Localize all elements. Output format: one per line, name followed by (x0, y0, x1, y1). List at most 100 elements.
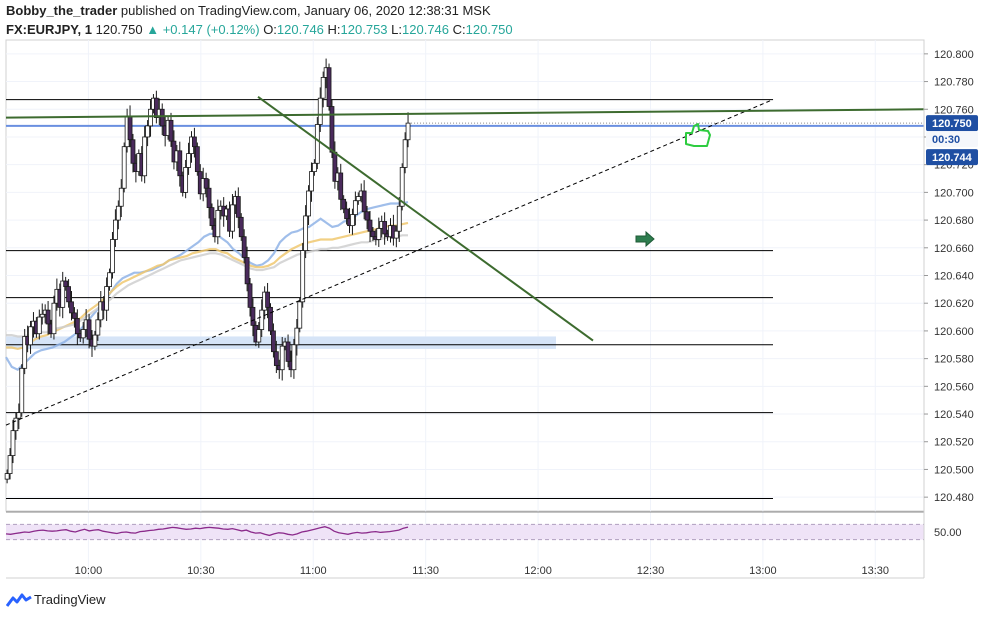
candle-down (273, 351, 279, 366)
rsi-line (5, 526, 409, 537)
candle-up (396, 205, 402, 232)
candle-up (142, 136, 148, 177)
countdown-badge: 00:30 (932, 134, 960, 146)
candle-down (69, 301, 74, 314)
moving-averages (5, 201, 409, 372)
candle-down (247, 283, 253, 308)
candle-down (285, 341, 291, 362)
candle-up (399, 167, 405, 207)
price-tick-label: 120.540 (934, 409, 974, 421)
candle-down (153, 97, 159, 118)
candle-down (250, 306, 256, 326)
grid-lines (5, 39, 925, 578)
candle-up (60, 280, 66, 308)
candle-up (113, 219, 118, 240)
demand-zone-rect (6, 336, 556, 349)
candle-down (72, 312, 77, 319)
candle-up (317, 97, 323, 125)
time-axis[interactable]: 10:00 10:30 11:00 11:30 12:00 12:30 13:00 13:30 (6, 565, 924, 579)
candle-down (268, 306, 273, 332)
chart-canvas[interactable]: 50.00 120.800120.780120.760120.740120.72… (0, 0, 988, 590)
trendlines[interactable] (5, 95, 925, 426)
time-tick-label: 11:30 (412, 565, 439, 577)
horizontal-levels (6, 99, 924, 500)
price-axis[interactable]: 120.800120.780120.760120.740120.720120.7… (923, 40, 978, 578)
publish-date: published on TradingView.com, January 06… (117, 3, 491, 18)
time-tick-label: 11:00 (300, 565, 327, 577)
candle-down (367, 219, 373, 232)
time-tick-label: 13:30 (862, 565, 890, 577)
candle-down (271, 330, 276, 353)
candle-up (51, 302, 57, 335)
price-tick-label: 120.780 (934, 77, 974, 89)
candle-up (19, 367, 25, 414)
candle-up (297, 301, 303, 329)
tradingview-logo-icon[interactable] (6, 592, 32, 608)
candle-down (235, 196, 241, 218)
candle-down (203, 178, 209, 189)
price-tick-label: 120.680 (934, 215, 974, 227)
candle-up (92, 334, 98, 347)
candle-down (209, 207, 215, 227)
symbol-info: FX:EURJPY, 1 120.750 ▲ +0.147 (+0.12%) O… (6, 22, 513, 37)
candle-up (309, 171, 314, 192)
ohlc-low-value: 120.746 (402, 22, 450, 37)
candle-down (326, 67, 332, 107)
candle-down (241, 236, 247, 258)
price-change: ▲ +0.147 (+0.12%) (146, 22, 260, 37)
ohlc-high-value: 120.753 (340, 22, 388, 37)
candle-up (121, 146, 127, 189)
candle-up (294, 327, 300, 346)
last-price-badge-bg (926, 115, 978, 132)
time-tick-label: 12:30 (637, 565, 665, 577)
chart-header: Bobby_the_trader published on TradingVie… (6, 3, 906, 39)
moving-average-line (6, 234, 408, 338)
author-name[interactable]: Bobby_the_trader (6, 3, 118, 18)
candle-up (350, 214, 355, 227)
demand-zone (6, 336, 556, 349)
candle-down (66, 286, 71, 303)
ascending-dashed-trendline (5, 99, 774, 426)
candle-down (159, 108, 165, 127)
ohlc-close-value: 120.750 (465, 22, 513, 37)
candle-up (7, 455, 13, 474)
candle-up (39, 313, 45, 318)
candle-down (86, 319, 92, 340)
last-price: 120.750 (95, 22, 143, 37)
candle-down (265, 291, 270, 308)
candle-up (405, 122, 411, 141)
rsi-pane: 50.00 (5, 511, 962, 541)
candle-down (45, 309, 51, 325)
ohlc-open-value: 120.746 (276, 22, 324, 37)
candle-up (402, 139, 408, 168)
candle-up (376, 227, 382, 240)
rsi-level-label: 50.00 (934, 527, 962, 539)
candle-up (312, 162, 317, 173)
price-tick-label: 120.560 (934, 381, 974, 393)
moving-average-line (6, 221, 409, 351)
candle-down (63, 280, 69, 287)
annotations (635, 123, 711, 248)
candle-down (329, 106, 335, 153)
descending-trendline (257, 95, 594, 342)
publish-info: Bobby_the_trader published on TradingVie… (6, 3, 491, 18)
price-tick-label: 120.580 (934, 354, 974, 366)
candle-up (256, 329, 262, 343)
tradingview-brand[interactable]: TradingView (34, 592, 106, 607)
candle-down (194, 146, 200, 173)
candle-down (127, 115, 133, 141)
price-tick-label: 120.700 (934, 187, 974, 199)
candle-down (382, 221, 388, 235)
candle-up (291, 344, 297, 371)
candle-down (168, 119, 174, 142)
price-tick-label: 120.640 (934, 271, 974, 283)
flat-green-trendline (5, 108, 925, 119)
second-price-badge: 120.744 (932, 152, 973, 164)
symbol-label: FX:EURJPY, 1 (6, 22, 92, 37)
candle-up (183, 167, 189, 193)
second-price-badge-bg (926, 149, 978, 166)
time-tick-label: 10:00 (75, 565, 103, 577)
candle-up (115, 205, 121, 221)
candle-up (36, 316, 42, 335)
price-tick-label: 120.660 (934, 243, 974, 255)
